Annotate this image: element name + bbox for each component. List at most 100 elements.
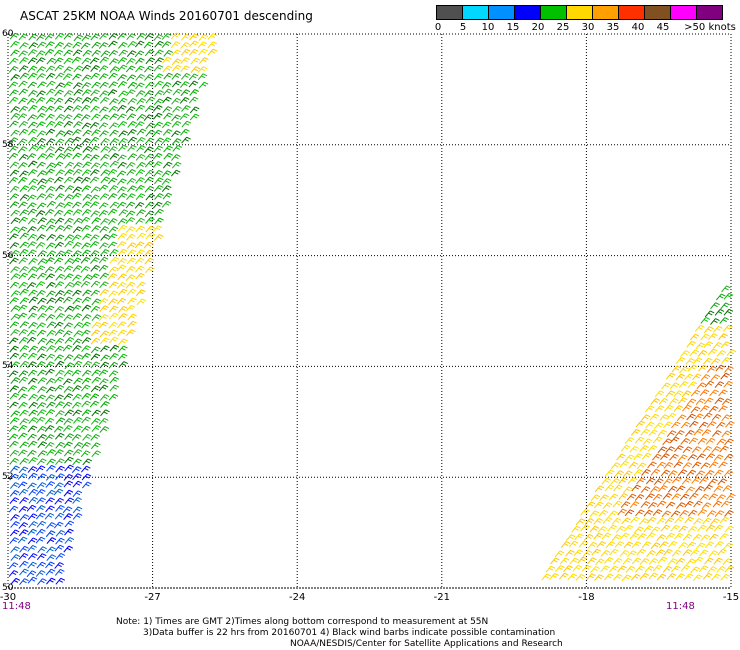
wind-barb (54, 354, 64, 362)
wind-barb (53, 488, 64, 496)
wind-barb (100, 401, 110, 408)
wind-barb (629, 445, 639, 453)
wind-barb (609, 548, 619, 556)
wind-barb (71, 56, 82, 64)
wind-barb (10, 106, 20, 113)
wind-barb (117, 232, 128, 240)
wind-barb (702, 445, 713, 453)
wind-barb (28, 305, 39, 313)
wind-barb (654, 422, 664, 430)
wind-barb (18, 88, 29, 96)
wind-barb (27, 312, 38, 320)
wind-barb (36, 329, 47, 337)
wind-barb (37, 105, 47, 113)
wind-barb (80, 280, 91, 288)
wind-barb (19, 514, 30, 521)
wind-barb (36, 505, 46, 512)
wind-barb (63, 354, 74, 361)
wind-barb (135, 272, 145, 280)
wind-barb (684, 500, 694, 508)
wind-barb (144, 176, 154, 184)
wind-barb (36, 234, 46, 241)
wind-barb (664, 404, 674, 412)
wind-barb (575, 518, 586, 526)
wind-barb (27, 450, 37, 457)
wind-barb (687, 526, 698, 533)
wind-barb (145, 217, 155, 224)
wind-barb (153, 98, 164, 106)
wind-barb (713, 325, 723, 333)
wind-barb (697, 437, 708, 445)
wind-barb (108, 298, 118, 306)
wind-barb (690, 406, 701, 414)
wind-barb (37, 450, 48, 458)
wind-barb (609, 565, 619, 573)
wind-barb (135, 217, 145, 225)
wind-barb (665, 390, 676, 398)
wind-barb (127, 81, 138, 89)
wind-barb (715, 421, 726, 429)
wind-barb (9, 537, 19, 545)
wind-barb (721, 357, 731, 364)
wind-barb (665, 446, 675, 453)
wind-barb (659, 541, 669, 549)
wind-barb (9, 201, 20, 209)
wind-barb (28, 457, 38, 464)
wind-barb (100, 153, 110, 161)
wind-barb (9, 401, 19, 409)
wind-barb (72, 82, 83, 90)
wind-barb (127, 313, 137, 321)
wind-barb (713, 469, 724, 477)
wind-barb (54, 234, 65, 242)
wind-barb (646, 550, 656, 557)
wind-barb (707, 348, 718, 356)
swath-time-west: 11:48 (2, 601, 31, 612)
wind-barb (81, 304, 92, 312)
wind-barb (80, 216, 91, 224)
wind-barb (574, 533, 584, 541)
wind-barb (45, 409, 56, 416)
wind-barb (81, 409, 92, 417)
wind-barb (600, 549, 611, 557)
wind-barb (73, 416, 83, 424)
wind-barb (720, 500, 731, 508)
wind-barb (53, 161, 64, 169)
wind-barb (63, 146, 74, 154)
wind-barb (666, 412, 677, 420)
wind-barb (145, 96, 156, 104)
wind-barb (54, 241, 65, 249)
wind-barb (665, 532, 676, 540)
wind-barb (154, 193, 164, 200)
wind-barb (10, 217, 21, 225)
wind-barb (63, 209, 74, 217)
wind-barb (45, 497, 55, 505)
wind-barb (118, 361, 129, 368)
wind-barb (72, 73, 82, 81)
wind-barb (117, 288, 128, 296)
wind-barb (54, 360, 65, 368)
wind-barb (631, 557, 642, 565)
wind-barb (53, 521, 64, 529)
longitude-label: -30 (0, 592, 17, 603)
wind-barb (90, 418, 101, 425)
wind-barb (118, 130, 128, 138)
wind-barb (720, 573, 730, 581)
wind-barb (610, 462, 621, 470)
wind-barb (35, 416, 46, 424)
wind-barb (700, 374, 711, 381)
wind-barb (549, 573, 559, 580)
wind-barb (8, 96, 19, 104)
wind-barb (100, 176, 111, 184)
wind-barb (710, 518, 720, 525)
wind-barb (161, 33, 172, 40)
wind-barb (721, 430, 732, 438)
wind-barb (108, 81, 119, 89)
wind-barb (82, 233, 92, 241)
wind-barb (54, 569, 65, 576)
wind-barb (27, 136, 38, 144)
wind-barb (685, 429, 695, 437)
wind-barb (8, 562, 19, 570)
wind-barb (641, 452, 652, 460)
wind-barb (18, 65, 29, 72)
wind-barb (601, 477, 612, 485)
